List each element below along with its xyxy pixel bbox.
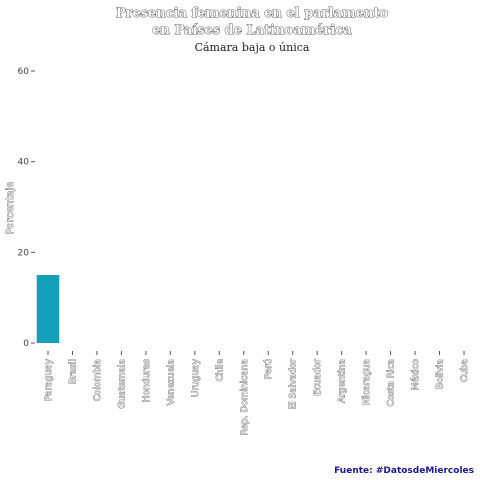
x-tick-label: Guatemala: [117, 359, 127, 409]
caption: Fuente: #DatosdeMiercoles: [334, 466, 474, 476]
x-tick-label: Uruguay: [191, 358, 201, 397]
x-tick-label: Colombia: [93, 359, 103, 401]
x-tick-label: Nicaragua: [362, 359, 372, 405]
x-axis: Paraguay Brasil Colombia Guatemala Honduras V…: [44, 351, 470, 436]
x-tick-label: Paraguay: [44, 358, 54, 401]
x-tick-label: Brasil: [68, 359, 78, 384]
y-tick-label: 20: [18, 248, 30, 258]
x-tick-label: Honduras: [142, 359, 152, 403]
x-tick-label: El Salvador: [289, 359, 299, 410]
x-tick-label: Perú: [264, 359, 274, 379]
x-tick-label: Bolivia: [436, 359, 446, 389]
y-tick-label: 60: [18, 67, 30, 77]
x-tick-label: Costa Rica: [387, 359, 397, 407]
y-tick-label: 40: [18, 158, 30, 168]
chart-title-line-1: Presencia femenina en el parlamento: [116, 6, 389, 21]
x-tick-label: México: [410, 359, 421, 391]
x-tick-label: Cuba: [460, 359, 470, 382]
bars: [36, 275, 60, 343]
y-tick-label: 0: [23, 339, 29, 349]
x-tick-label: Argentina: [338, 359, 348, 403]
chart-title-line-2: en Países de Latinoamérica: [152, 23, 352, 38]
y-axis-title: Porcentaje: [5, 182, 16, 235]
x-tick-label: Venezuela: [166, 359, 176, 405]
x-tick-label: Ecuador: [313, 359, 323, 396]
chart-subtitle: Cámara baja o única: [195, 41, 310, 54]
x-tick-label: Rep. Dominicana: [240, 359, 250, 435]
y-axis: 0 20 40 60: [18, 67, 35, 349]
x-tick-label: Chile: [215, 359, 225, 382]
bar: [36, 275, 60, 343]
